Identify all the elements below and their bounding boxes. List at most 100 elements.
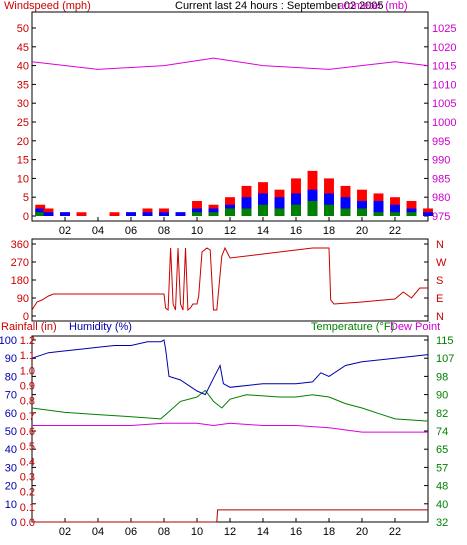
wind-avg-bar [390,204,400,216]
compass-label: N [436,239,444,251]
wind-avg-bar [340,197,351,216]
wind-avg-bar [126,212,136,216]
barometer-line [31,57,429,70]
right-tick-label: 975 [432,211,450,223]
y-tick-label: 360 [11,239,29,251]
right-tick-label: 1010 [432,79,456,91]
wind-panel: 0510152025303540455097598098599099510001… [17,23,457,237]
rainfall-tick-label: 1.1 [20,350,35,362]
wind-avg-bar [208,208,219,216]
y-tick-label: 270 [11,257,29,269]
wind-avg-bar [159,212,169,216]
humidity-tick-label: 30 [5,462,17,474]
dew-point-line [32,422,428,433]
humidity-tick-label: 100 [0,335,17,347]
y-tick-label: 5 [23,192,29,204]
wind-low-bar [390,212,400,216]
x-tick-label: 04 [92,526,104,538]
y-tick-label: 0 [23,311,29,323]
y-tick-label: 35 [17,79,29,91]
wind-avg-bar [142,212,153,216]
x-tick-label: 02 [59,526,71,538]
y-tick-label: 45 [17,42,29,54]
compass-label: W [436,257,447,269]
wind-low-bar [357,208,367,216]
right-tick-label: 985 [432,173,450,185]
y-tick-label: 50 [17,23,29,35]
x-tick-label: 20 [356,225,368,237]
humidity-tick-label: 10 [5,499,17,511]
x-tick-label: 18 [323,225,335,237]
humidity-panel: 0 10 20 30 40 50 60 70 80 90 100 0.0 0.1 0.2 0.3 0.4 0.5… [0,335,454,538]
right-tick-label: 57 [436,462,448,474]
humidity-axis-title: Humidity (%) [69,321,132,333]
temperature-axis-title: Temperature (°F) [311,321,394,333]
y-tick-label: 180 [11,275,29,287]
right-tick-label: 1025 [432,23,456,35]
humidity-tick-label: 90 [5,353,17,365]
y-tick-label: 20 [17,136,29,148]
right-tick-label: 48 [436,481,448,493]
right-tick-label: 82 [436,408,448,420]
x-tick-label: 20 [356,526,368,538]
right-tick-label: 98 [436,371,448,383]
wind-low-bar [35,212,46,216]
wind-low-bar [340,208,351,216]
wind-avg-bar [60,212,70,216]
x-tick-label: 06 [125,526,137,538]
wind-low-bar [406,212,417,216]
x-tick-label: 14 [257,225,269,237]
rainfall-tick-label: 0.6 [20,426,35,438]
compass-label: E [436,293,443,305]
compass-label: S [436,275,443,287]
wind-low-bar [307,200,318,216]
right-tick-label: 90 [436,390,448,402]
right-tick-label: 74 [436,426,448,438]
humidity-tick-label: 70 [5,390,17,402]
wind-low-bar [274,208,285,216]
wind-low-bar [241,208,252,216]
wind-avg-bar [274,197,285,216]
right-tick-label: 32 [436,517,448,529]
wind-low-bar [291,204,301,216]
rainfall-tick-label: 0.7 [20,411,35,423]
rainfall-line [32,509,428,523]
humidity-tick-label: 40 [5,444,17,456]
wind-avg-bar [43,212,54,216]
wind-gust-bar [43,208,54,216]
x-tick-label: 14 [257,526,269,538]
rainfall-tick-label: 1.0 [20,365,35,377]
wind-gust-bar [76,212,87,216]
compass-label: N [436,311,444,323]
wind-low-bar [192,212,202,216]
humidity-tick-label: 80 [5,371,17,383]
wind-gust-bar [142,208,153,216]
wind-gust-bar [109,212,120,216]
wind-low-bar [225,208,235,216]
wind-direction-line [31,246,428,312]
wind-avg-bar [192,208,202,216]
x-tick-label: 22 [389,225,401,237]
temperature-line [31,389,429,422]
y-tick-label: 90 [17,293,29,305]
right-tick-label: 1005 [432,98,456,110]
y-tick-label: 30 [17,98,29,110]
x-tick-label: 10 [191,526,203,538]
rainfall-tick-label: 0.0 [20,517,35,529]
dew-point-axis-title: Dew Point [390,321,440,333]
right-tick-label: 1000 [432,117,456,129]
wind-low-bar [208,212,219,216]
humidity-tick-label: 50 [5,426,17,438]
wind-panel-frame [31,11,429,222]
x-tick-label: 08 [158,526,170,538]
y-tick-label: 15 [17,155,29,167]
x-tick-label: 02 [59,225,71,237]
x-tick-label: 12 [224,225,236,237]
right-tick-label: 980 [432,192,450,204]
humidity-panel-frame [31,335,429,523]
x-tick-label: 16 [290,526,302,538]
y-tick-label: 40 [17,61,29,73]
humidity-tick-label: 60 [5,408,17,420]
x-tick-label: 10 [191,225,203,237]
x-tick-label: 08 [158,225,170,237]
